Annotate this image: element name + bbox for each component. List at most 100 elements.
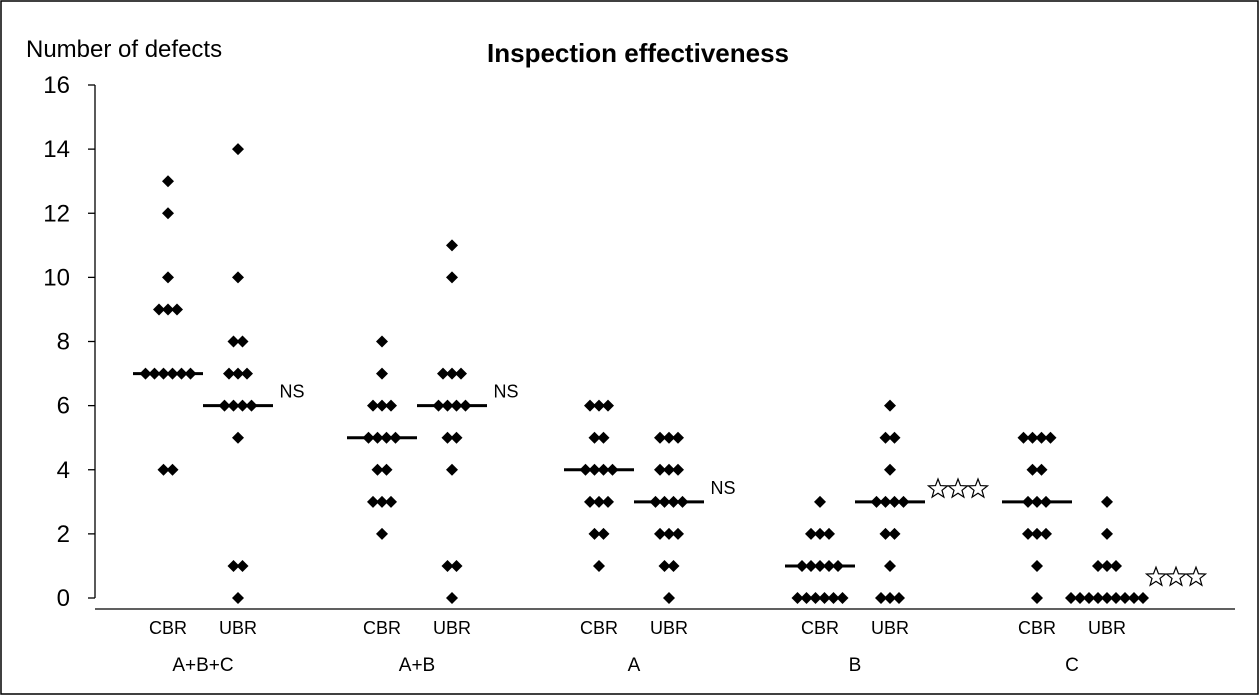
significance-star	[1164, 565, 1188, 587]
data-point	[1022, 527, 1034, 540]
data-point	[232, 431, 244, 444]
series-label: UBR	[1088, 618, 1126, 638]
data-point	[236, 559, 249, 572]
data-point	[223, 367, 235, 380]
data-point	[884, 592, 896, 604]
data-point	[171, 303, 183, 316]
data-point	[446, 367, 458, 380]
data-point	[1031, 559, 1043, 572]
data-point	[1017, 431, 1030, 444]
y-tick-label: 6	[57, 393, 70, 420]
data-point	[376, 495, 388, 508]
data-point	[593, 495, 605, 508]
data-point	[818, 592, 831, 604]
data-point	[376, 367, 388, 380]
data-point	[1137, 592, 1149, 604]
data-point	[663, 592, 675, 604]
y-tick-label: 10	[43, 264, 70, 291]
data-point	[232, 367, 244, 380]
y-tick-label: 4	[57, 457, 70, 484]
data-point	[658, 559, 671, 572]
data-point	[367, 495, 379, 508]
data-point	[446, 463, 458, 476]
data-point	[1031, 527, 1043, 540]
data-point	[232, 592, 244, 604]
data-point	[884, 399, 896, 412]
data-point	[800, 592, 813, 604]
data-point	[227, 559, 240, 572]
data-point	[584, 495, 596, 508]
data-point	[162, 207, 174, 220]
data-point	[371, 463, 384, 476]
data-point	[441, 559, 454, 572]
data-point	[879, 431, 892, 444]
data-point	[791, 592, 804, 604]
data-point	[376, 335, 388, 348]
series-label: CBR	[580, 618, 618, 638]
group-label: B	[849, 655, 862, 676]
data-point	[1035, 463, 1048, 476]
data-point	[441, 431, 454, 444]
data-point	[162, 175, 174, 188]
y-tick-label: 0	[57, 585, 70, 612]
data-point	[597, 431, 610, 444]
significance-star	[926, 477, 950, 499]
significance-star	[1144, 565, 1168, 587]
group-0: CBR UBR A+B+C NS	[133, 143, 305, 676]
data-point	[385, 399, 397, 412]
data-point	[663, 431, 675, 444]
series-label: CBR	[801, 618, 839, 638]
data-point	[875, 592, 887, 604]
data-point	[446, 239, 458, 252]
data-point	[654, 431, 666, 444]
data-point	[593, 399, 605, 412]
y-tick-label: 12	[43, 200, 70, 227]
data-point	[157, 463, 170, 476]
data-point	[446, 271, 458, 284]
data-point	[450, 431, 463, 444]
group-1: CBR UBR A+B NS	[347, 239, 519, 676]
data-point	[809, 592, 822, 604]
data-point	[672, 527, 684, 540]
series-label: UBR	[219, 618, 257, 638]
data-point	[888, 527, 901, 540]
data-point	[1101, 495, 1113, 508]
y-tick-label: 14	[43, 136, 70, 163]
data-point	[385, 495, 397, 508]
data-point	[588, 431, 601, 444]
significance-label: NS	[279, 382, 304, 402]
data-point	[227, 335, 240, 348]
data-point	[380, 463, 393, 476]
data-point	[836, 592, 849, 604]
group-label: C	[1065, 655, 1079, 676]
data-point	[241, 367, 253, 380]
y-tick-label: 2	[57, 521, 70, 548]
plot-area: CBR UBR A+B+C NS CBR UBR A+B NS CBR UBR A NS CBR UBR B…	[133, 143, 1208, 676]
data-point	[376, 399, 388, 412]
data-point	[450, 559, 463, 572]
data-point	[588, 527, 601, 540]
significance-label: NS	[710, 478, 735, 498]
group-label: A+B+C	[172, 655, 233, 676]
data-point	[893, 592, 905, 604]
data-point	[672, 431, 684, 444]
data-point	[814, 527, 826, 540]
significance-label: NS	[493, 382, 518, 402]
y-tick-label: 8	[57, 329, 70, 356]
data-point	[1026, 463, 1039, 476]
data-point	[446, 592, 458, 604]
data-point	[597, 527, 610, 540]
data-point	[884, 559, 896, 572]
data-point	[1101, 527, 1113, 540]
data-point	[1040, 527, 1052, 540]
data-point	[663, 463, 675, 476]
data-point	[827, 592, 840, 604]
data-point	[1031, 592, 1043, 604]
data-point	[672, 463, 684, 476]
significance-star	[966, 477, 990, 499]
data-point	[162, 271, 174, 284]
